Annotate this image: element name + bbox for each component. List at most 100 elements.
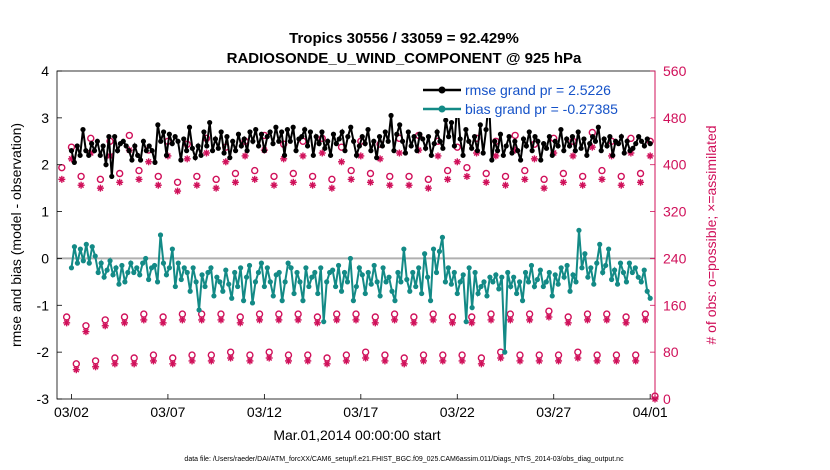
series-point-1	[487, 274, 493, 280]
series-point-0	[184, 148, 190, 154]
series-point-1	[567, 288, 573, 294]
asterisk-stroke	[488, 316, 494, 323]
asterisk-stroke	[275, 316, 282, 323]
obs-assimilated-marker	[318, 149, 326, 157]
series-point-1	[279, 298, 285, 304]
obs-assimilated-marker	[347, 175, 355, 183]
series-point-0	[624, 138, 630, 144]
series-point-1	[395, 269, 401, 276]
y-left-tick-label: 1	[41, 204, 49, 220]
asterisk-stroke	[623, 319, 630, 326]
obs-possible-marker	[193, 172, 201, 181]
series-point-1	[638, 279, 644, 285]
series-point-0	[86, 152, 92, 158]
obs-possible-marker	[424, 175, 433, 184]
series-point-0	[529, 148, 535, 154]
series-point-1	[629, 269, 635, 276]
obs-assimilated-marker	[502, 181, 509, 189]
series-point-1	[481, 279, 487, 285]
series-point-0	[561, 148, 567, 154]
series-point-1	[199, 272, 205, 278]
obs-possible-marker	[627, 134, 635, 143]
y-axis-left-label: rmse and bias (model - observation)	[8, 123, 24, 347]
asterisk-stroke	[632, 357, 639, 364]
series-point-1	[240, 298, 247, 304]
series-point-0	[477, 122, 483, 128]
y-right-tick-label: 80	[663, 344, 679, 360]
asterisk-stroke	[179, 316, 186, 323]
series-point-1	[172, 283, 178, 290]
asterisk-stroke	[193, 182, 200, 189]
obs-assimilated-marker	[352, 316, 360, 324]
series-point-1	[276, 269, 282, 276]
series-point-0	[313, 134, 319, 140]
series-point-0	[348, 124, 354, 130]
series-point-0	[489, 157, 495, 163]
asterisk-stroke	[131, 360, 138, 367]
asterisk-stroke	[463, 173, 470, 180]
series-point-0	[126, 148, 132, 154]
series-point-0	[437, 138, 443, 144]
series-point-1	[116, 281, 122, 287]
series-point-1	[525, 279, 532, 285]
series-point-0	[589, 134, 596, 140]
series-point-1	[211, 293, 217, 299]
series-point-0	[587, 141, 593, 147]
obs-assimilated-marker	[96, 184, 104, 192]
series-point-1	[175, 260, 181, 266]
series-layer	[68, 96, 653, 355]
series-point-1	[208, 265, 214, 271]
asterisk-stroke	[97, 185, 104, 192]
series-point-1	[614, 281, 621, 287]
obs-assimilated-marker	[217, 316, 225, 324]
series-point-0	[80, 126, 86, 133]
obs-assimilated-marker	[540, 184, 548, 192]
obs-assimilated-marker	[299, 152, 307, 160]
series-point-1	[181, 265, 187, 271]
series-point-1	[597, 241, 603, 247]
series-point-0	[543, 145, 550, 151]
asterisk-stroke	[116, 179, 123, 186]
obs-assimilated-marker	[111, 360, 119, 368]
series-point-0	[647, 141, 653, 147]
asterisk-stroke	[565, 319, 572, 326]
obs-assimilated-marker	[294, 316, 302, 324]
obs-assimilated-marker	[188, 357, 196, 365]
series-point-1	[522, 269, 529, 276]
x-axis-label: Mar.01,2014 00:00:00 start	[273, 427, 440, 443]
asterisk-stroke	[502, 182, 509, 189]
series-point-1	[300, 298, 306, 304]
series-point-1	[585, 274, 591, 280]
series-point-0	[264, 134, 270, 140]
series-point-1	[380, 265, 386, 271]
series-point-1	[92, 253, 98, 259]
obs-assimilated-marker	[178, 316, 186, 324]
series-point-0	[500, 152, 506, 158]
series-point-0	[417, 131, 423, 137]
asterisk-stroke	[242, 152, 249, 159]
series-point-0	[310, 152, 316, 158]
series-point-1	[499, 274, 505, 280]
series-point-1	[344, 279, 351, 285]
obs-assimilated-marker	[92, 363, 100, 371]
series-point-1	[347, 255, 354, 262]
obs-assimilated-marker	[468, 319, 476, 327]
obs-assimilated-marker	[135, 175, 143, 183]
series-point-1	[617, 260, 624, 266]
asterisk-stroke	[521, 176, 528, 183]
series-point-1	[454, 290, 460, 297]
series-point-0	[91, 148, 98, 154]
series-point-0	[564, 136, 570, 142]
obs-assimilated-marker	[424, 184, 432, 192]
series-point-0	[135, 152, 141, 158]
series-point-1	[546, 269, 552, 276]
asterisk-stroke	[449, 319, 456, 326]
series-point-1	[125, 269, 131, 276]
asterisk-stroke	[599, 176, 605, 183]
series-point-0	[365, 126, 371, 133]
series-point-1	[68, 265, 75, 271]
obs-assimilated-marker	[256, 316, 264, 324]
series-point-1	[74, 260, 81, 266]
obs-possible-marker	[443, 166, 452, 175]
series-point-1	[169, 246, 175, 252]
